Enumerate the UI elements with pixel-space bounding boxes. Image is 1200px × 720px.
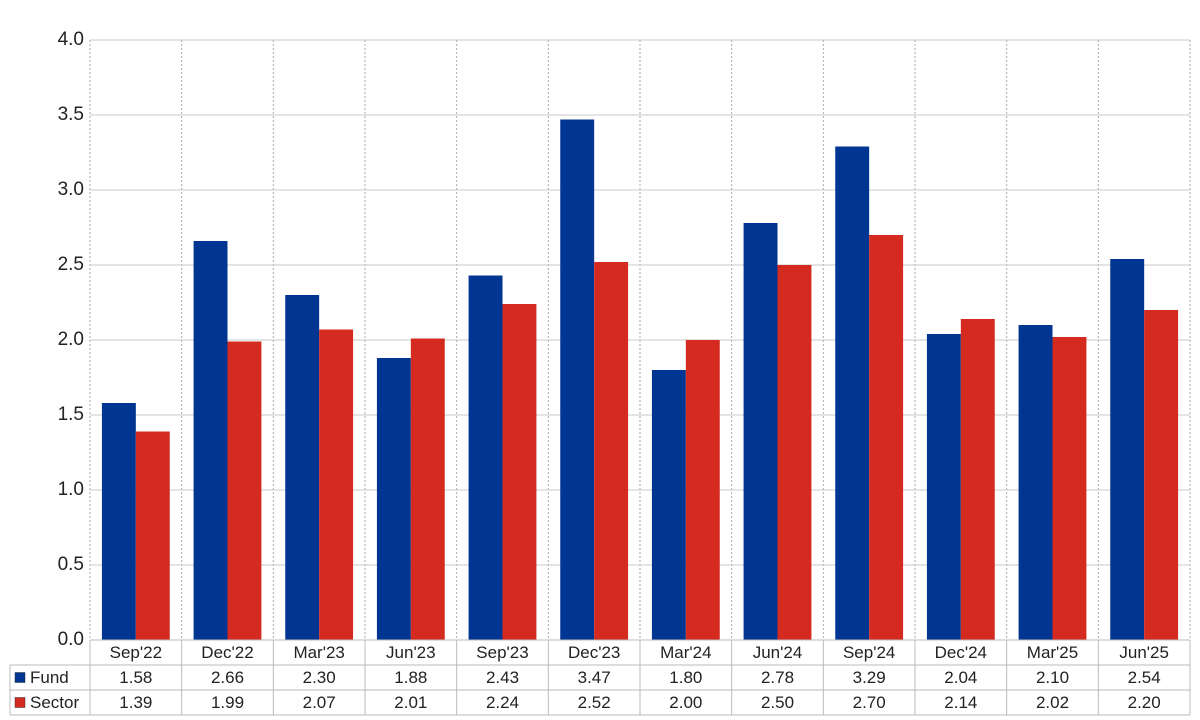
- bar: [1110, 259, 1145, 640]
- table-value: 2.20: [1128, 693, 1161, 712]
- table-value: 1.99: [211, 693, 244, 712]
- bar: [743, 223, 778, 640]
- table-value: 2.04: [944, 668, 977, 687]
- bar: [410, 338, 445, 640]
- table-value: 2.02: [1036, 693, 1069, 712]
- bar: [285, 295, 320, 640]
- bar: [376, 358, 411, 640]
- table-value: 1.80: [669, 668, 702, 687]
- bar: [685, 340, 720, 640]
- x-tick-label: Sep'22: [110, 643, 162, 662]
- x-tick-label: Dec'24: [935, 643, 987, 662]
- table-value: 2.50: [761, 693, 794, 712]
- table-value: 2.54: [1128, 668, 1161, 687]
- x-tick-label: Mar'23: [293, 643, 344, 662]
- table-value: 3.47: [578, 668, 611, 687]
- table-value: 2.10: [1036, 668, 1069, 687]
- legend-label: Fund: [30, 668, 69, 687]
- table-value: 1.58: [119, 668, 152, 687]
- bar: [502, 304, 537, 640]
- y-tick-label: 1.0: [58, 479, 84, 500]
- table-value: 2.07: [303, 693, 336, 712]
- table-value: 2.01: [394, 693, 427, 712]
- table-value: 2.70: [853, 693, 886, 712]
- legend-label: Sector: [30, 693, 79, 712]
- bar: [227, 341, 262, 640]
- table-value: 2.30: [303, 668, 336, 687]
- y-tick-label: 3.0: [58, 179, 84, 200]
- y-tick-label: 2.0: [58, 329, 84, 350]
- table-value: 2.00: [669, 693, 702, 712]
- y-tick-label: 4.0: [58, 29, 84, 50]
- bar: [135, 431, 170, 640]
- x-tick-label: Dec'22: [201, 643, 253, 662]
- bar: [651, 370, 686, 640]
- x-tick-label: Jun'23: [386, 643, 436, 662]
- bar: [319, 329, 354, 640]
- y-tick-label: 0.0: [58, 629, 84, 650]
- x-tick-label: Jun'25: [1119, 643, 1169, 662]
- table-value: 1.88: [394, 668, 427, 687]
- bar: [777, 265, 812, 640]
- bar: [101, 403, 136, 640]
- table-value: 2.66: [211, 668, 244, 687]
- x-tick-label: Sep'24: [843, 643, 895, 662]
- table-value: 2.14: [944, 693, 977, 712]
- x-tick-label: Sep'23: [476, 643, 528, 662]
- y-tick-label: 3.5: [58, 104, 84, 125]
- bar: [594, 262, 629, 640]
- bar: [1144, 310, 1179, 640]
- bar: [869, 235, 904, 640]
- bar: [1018, 325, 1053, 640]
- table-value: 2.52: [578, 693, 611, 712]
- bar: [193, 241, 228, 640]
- table-value: 2.24: [486, 693, 519, 712]
- bar: [468, 275, 503, 640]
- bar: [835, 146, 870, 640]
- y-tick-label: 0.5: [58, 554, 84, 575]
- x-tick-label: Jun'24: [753, 643, 803, 662]
- bar: [1052, 337, 1087, 640]
- y-tick-label: 1.5: [58, 404, 84, 425]
- table-value: 2.43: [486, 668, 519, 687]
- legend-swatch: [14, 672, 26, 683]
- x-tick-label: Mar'25: [1027, 643, 1078, 662]
- table-value: 3.29: [853, 668, 886, 687]
- y-tick-label: 2.5: [58, 254, 84, 275]
- bar: [960, 319, 995, 640]
- bar: [926, 334, 961, 640]
- table-value: 1.39: [119, 693, 152, 712]
- x-tick-label: Mar'24: [660, 643, 711, 662]
- bar: [560, 119, 595, 640]
- table-value: 2.78: [761, 668, 794, 687]
- legend-swatch: [14, 697, 26, 708]
- x-tick-label: Dec'23: [568, 643, 620, 662]
